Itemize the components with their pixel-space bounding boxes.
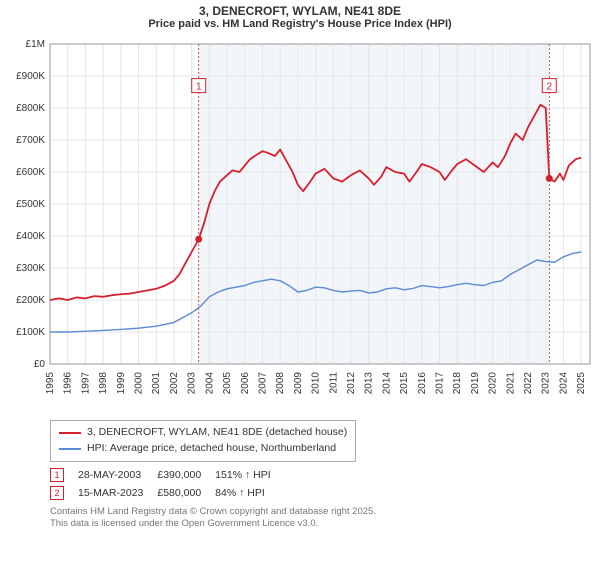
marker-badge: 1 (50, 468, 64, 482)
svg-text:1998: 1998 (98, 372, 109, 395)
marker-table: 1 28-MAY-2003£390,000151% ↑ HPI 2 15-MAR-20… (50, 466, 285, 502)
svg-text:1: 1 (196, 82, 202, 93)
marker-price: £580,000 (157, 484, 215, 502)
legend-row-2: HPI: Average price, detached house, Nort… (59, 441, 347, 457)
chart-title-line1: 3, DENECROFT, WYLAM, NE41 8DE (0, 4, 600, 18)
svg-text:2012: 2012 (346, 372, 357, 395)
svg-text:1999: 1999 (116, 372, 127, 395)
svg-text:2010: 2010 (311, 372, 322, 395)
svg-text:2011: 2011 (328, 372, 339, 394)
svg-text:2020: 2020 (488, 372, 499, 395)
legend-swatch-1 (59, 432, 81, 435)
svg-text:1995: 1995 (45, 372, 56, 395)
svg-text:£300K: £300K (16, 263, 45, 274)
legend: 3, DENECROFT, WYLAM, NE41 8DE (detached … (50, 420, 356, 462)
legend-label-1: 3, DENECROFT, WYLAM, NE41 8DE (detached … (87, 425, 347, 441)
svg-text:2005: 2005 (222, 372, 233, 395)
svg-text:2009: 2009 (293, 372, 304, 395)
marker-pct: 151% ↑ HPI (215, 466, 284, 484)
attribution-line2: This data is licensed under the Open Gov… (50, 518, 600, 530)
svg-text:2003: 2003 (187, 372, 198, 395)
svg-text:£900K: £900K (16, 71, 45, 82)
attribution-line1: Contains HM Land Registry data © Crown c… (50, 506, 600, 518)
svg-text:2021: 2021 (505, 372, 516, 395)
svg-text:2022: 2022 (523, 372, 534, 395)
svg-text:£200K: £200K (16, 295, 45, 306)
svg-text:2019: 2019 (470, 372, 481, 395)
legend-swatch-2 (59, 448, 81, 450)
svg-text:1996: 1996 (63, 372, 74, 395)
attribution: Contains HM Land Registry data © Crown c… (50, 506, 600, 531)
svg-text:£100K: £100K (16, 327, 45, 338)
svg-text:2015: 2015 (399, 372, 410, 395)
svg-text:£0: £0 (34, 359, 46, 370)
chart-area: £0 £100K £200K £300K £400K £500K £600K £700K £80… (0, 34, 600, 414)
svg-text:2013: 2013 (364, 372, 375, 395)
svg-text:2016: 2016 (417, 372, 428, 395)
svg-text:1997: 1997 (80, 372, 91, 395)
svg-text:2023: 2023 (541, 372, 552, 395)
svg-text:£1M: £1M (26, 39, 45, 50)
svg-text:2007: 2007 (257, 372, 268, 395)
svg-text:£800K: £800K (16, 103, 45, 114)
svg-text:2001: 2001 (151, 372, 162, 395)
svg-text:£400K: £400K (16, 231, 45, 242)
chart-svg: £0 £100K £200K £300K £400K £500K £600K £700K £80… (0, 34, 600, 414)
svg-text:2: 2 (546, 82, 552, 93)
marker-row: 1 28-MAY-2003£390,000151% ↑ HPI (50, 466, 285, 484)
svg-text:2000: 2000 (134, 372, 145, 395)
marker-row: 2 15-MAR-2023£580,00084% ↑ HPI (50, 484, 285, 502)
svg-text:2008: 2008 (275, 372, 286, 395)
svg-text:2002: 2002 (169, 372, 180, 395)
svg-text:2014: 2014 (381, 372, 392, 395)
marker-price: £390,000 (157, 466, 215, 484)
svg-text:2025: 2025 (576, 372, 587, 395)
svg-text:£700K: £700K (16, 135, 45, 146)
marker-date: 15-MAR-2023 (78, 484, 157, 502)
marker-badge: 2 (50, 486, 64, 500)
svg-text:£500K: £500K (16, 199, 45, 210)
svg-text:2018: 2018 (452, 372, 463, 395)
legend-row-1: 3, DENECROFT, WYLAM, NE41 8DE (detached … (59, 425, 347, 441)
marker-pct: 84% ↑ HPI (215, 484, 284, 502)
chart-title-line2: Price paid vs. HM Land Registry's House … (0, 18, 600, 30)
svg-text:2006: 2006 (240, 372, 251, 395)
svg-text:2024: 2024 (558, 372, 569, 395)
svg-text:2004: 2004 (204, 372, 215, 395)
svg-text:2017: 2017 (435, 372, 446, 395)
marker-date: 28-MAY-2003 (78, 466, 157, 484)
legend-label-2: HPI: Average price, detached house, Nort… (87, 441, 336, 457)
svg-text:£600K: £600K (16, 167, 45, 178)
